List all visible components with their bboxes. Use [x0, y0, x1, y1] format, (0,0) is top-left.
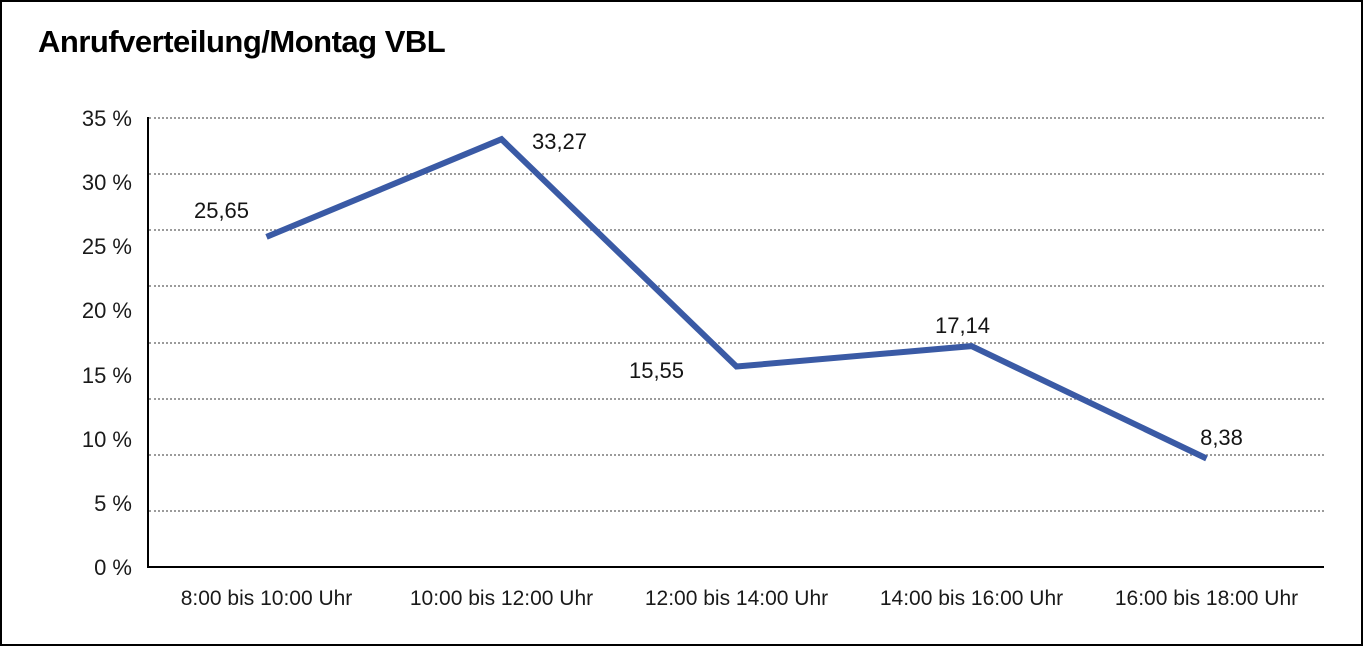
gridline — [149, 173, 1324, 176]
x-tick-label: 14:00 bis 16:00 Uhr — [879, 587, 1064, 610]
gridline — [149, 509, 1324, 512]
gridline — [149, 117, 1324, 119]
x-tick-label: 16:00 bis 18:00 Uhr — [1114, 587, 1299, 610]
y-tick-label: 15 % — [81, 362, 132, 388]
data-point-label: 17,14 — [934, 313, 991, 339]
chart-title: Anrufverteilung/Montag VBL — [38, 24, 446, 59]
y-tick-label: 10 % — [81, 426, 132, 452]
y-tick-label: 25 % — [81, 234, 132, 260]
x-tick-label: 8:00 bis 10:00 Uhr — [180, 587, 353, 610]
gridline — [149, 453, 1324, 456]
y-tick-label: 20 % — [81, 298, 132, 324]
line-series-svg — [265, 135, 1208, 462]
y-tick-label: 5 % — [94, 490, 132, 516]
x-tick-label: 10:00 bis 12:00 Uhr — [409, 587, 594, 610]
data-point-label: 8,38 — [1200, 425, 1243, 451]
y-tick-label: 35 % — [81, 106, 132, 131]
gridline — [149, 229, 1324, 232]
gridline — [149, 285, 1324, 288]
series-line — [265, 135, 1208, 462]
x-tick-label: 12:00 bis 14:00 Uhr — [644, 587, 829, 610]
data-point-label: 25,65 — [193, 197, 250, 223]
y-tick-label: 0 % — [94, 555, 132, 580]
y-tick-label: 30 % — [81, 170, 132, 196]
data-point-label: 33,27 — [531, 129, 588, 155]
data-point-label: 15,55 — [628, 357, 685, 383]
gridline — [149, 341, 1324, 344]
gridline — [149, 397, 1324, 400]
plot-area: 25,65 33,27 15,55 17,14 8,38 — [147, 117, 1324, 568]
